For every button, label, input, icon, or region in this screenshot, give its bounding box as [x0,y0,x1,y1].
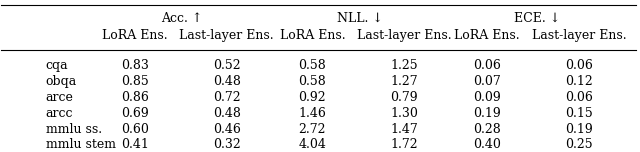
Text: 0.41: 0.41 [121,138,148,151]
Text: 0.25: 0.25 [565,138,593,151]
Text: arcc: arcc [46,107,74,120]
Text: obqa: obqa [46,75,77,88]
Text: 1.47: 1.47 [390,123,418,136]
Text: 0.83: 0.83 [121,59,148,72]
Text: 0.58: 0.58 [298,59,326,72]
Text: 1.30: 1.30 [390,107,419,120]
Text: LoRA Ens.: LoRA Ens. [102,29,168,42]
Text: cqa: cqa [46,59,68,72]
Text: mmlu stem: mmlu stem [46,138,116,151]
Text: 0.79: 0.79 [390,91,418,104]
Text: 0.12: 0.12 [565,75,593,88]
Text: 4.04: 4.04 [298,138,326,151]
Text: 0.28: 0.28 [473,123,500,136]
Text: 0.09: 0.09 [473,91,500,104]
Text: ECE. ↓: ECE. ↓ [515,12,561,25]
Text: 1.46: 1.46 [298,107,326,120]
Text: 1.72: 1.72 [390,138,418,151]
Text: 1.27: 1.27 [390,75,418,88]
Text: 0.06: 0.06 [565,59,593,72]
Text: Acc. ↑: Acc. ↑ [161,12,203,25]
Text: 0.52: 0.52 [213,59,241,72]
Text: 0.72: 0.72 [213,91,241,104]
Text: 0.92: 0.92 [298,91,326,104]
Text: 0.46: 0.46 [212,123,241,136]
Text: 0.07: 0.07 [473,75,500,88]
Text: 2.72: 2.72 [299,123,326,136]
Text: 0.86: 0.86 [121,91,148,104]
Text: NLL. ↓: NLL. ↓ [337,12,383,25]
Text: 0.48: 0.48 [212,107,241,120]
Text: mmlu ss.: mmlu ss. [46,123,102,136]
Text: 0.06: 0.06 [473,59,500,72]
Text: 0.19: 0.19 [565,123,593,136]
Text: Last-layer Ens.: Last-layer Ens. [179,29,274,42]
Text: 1.25: 1.25 [390,59,418,72]
Text: 0.19: 0.19 [473,107,500,120]
Text: 0.48: 0.48 [212,75,241,88]
Text: LoRA Ens.: LoRA Ens. [454,29,520,42]
Text: arce: arce [46,91,74,104]
Text: 0.40: 0.40 [473,138,500,151]
Text: 0.15: 0.15 [565,107,593,120]
Text: 0.85: 0.85 [121,75,148,88]
Text: 0.32: 0.32 [212,138,241,151]
Text: 0.60: 0.60 [121,123,148,136]
Text: Last-layer Ens.: Last-layer Ens. [357,29,452,42]
Text: Last-layer Ens.: Last-layer Ens. [531,29,626,42]
Text: 0.69: 0.69 [121,107,148,120]
Text: LoRA Ens.: LoRA Ens. [280,29,345,42]
Text: 0.06: 0.06 [565,91,593,104]
Text: 0.58: 0.58 [298,75,326,88]
